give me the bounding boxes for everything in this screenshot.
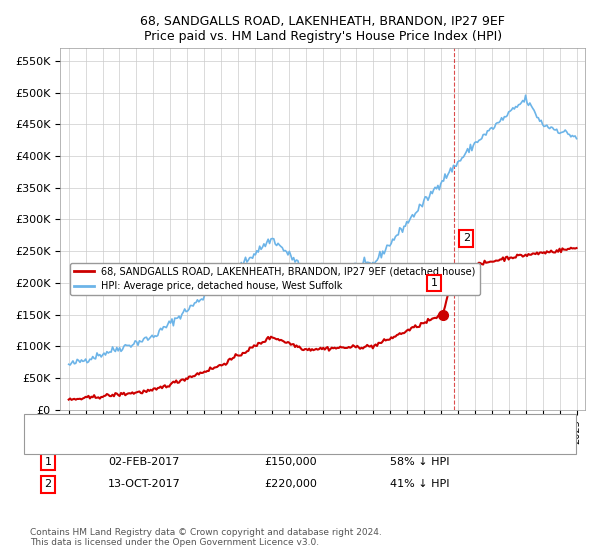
Text: ───: ─── <box>37 433 59 446</box>
Text: 02-FEB-2017: 02-FEB-2017 <box>108 457 179 467</box>
Text: 58% ↓ HPI: 58% ↓ HPI <box>390 457 449 467</box>
Text: 68, SANDGALLS ROAD, LAKENHEATH, BRANDON, IP27 9EF (detached house): 68, SANDGALLS ROAD, LAKENHEATH, BRANDON,… <box>90 418 488 428</box>
Text: Contains HM Land Registry data © Crown copyright and database right 2024.
This d: Contains HM Land Registry data © Crown c… <box>30 528 382 547</box>
Legend: 68, SANDGALLS ROAD, LAKENHEATH, BRANDON, IP27 9EF (detached house), HPI: Average: 68, SANDGALLS ROAD, LAKENHEATH, BRANDON,… <box>70 263 480 295</box>
Text: 41% ↓ HPI: 41% ↓ HPI <box>390 479 449 489</box>
Text: £220,000: £220,000 <box>264 479 317 489</box>
Text: 1: 1 <box>44 457 52 467</box>
Text: ───: ─── <box>37 416 59 430</box>
Text: 2: 2 <box>44 479 52 489</box>
Text: 13-OCT-2017: 13-OCT-2017 <box>108 479 181 489</box>
Text: 1: 1 <box>431 278 437 288</box>
Title: 68, SANDGALLS ROAD, LAKENHEATH, BRANDON, IP27 9EF
Price paid vs. HM Land Registr: 68, SANDGALLS ROAD, LAKENHEATH, BRANDON,… <box>140 15 505 43</box>
Text: £150,000: £150,000 <box>264 457 317 467</box>
Text: 2: 2 <box>463 234 470 244</box>
Text: HPI: Average price, detached house, West Suffolk: HPI: Average price, detached house, West… <box>90 435 348 445</box>
